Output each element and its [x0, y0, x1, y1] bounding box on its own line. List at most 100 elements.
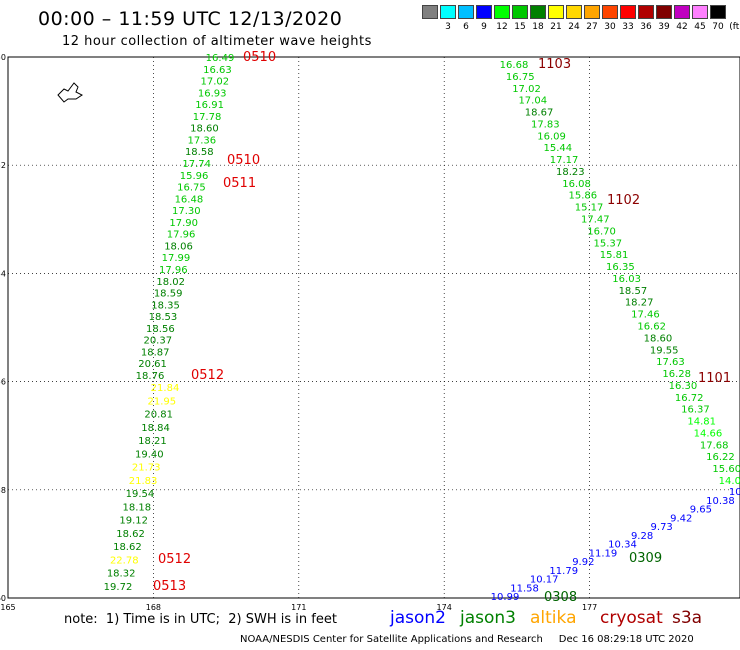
- scale-label: 12: [496, 22, 508, 32]
- swh-value: 16.62: [637, 321, 666, 332]
- swh-value: 15.60: [712, 464, 740, 475]
- swh-value: 16.91: [195, 100, 224, 111]
- swh-value: 18.32: [107, 569, 136, 580]
- swh-value: 17.99: [162, 253, 191, 264]
- scale-swatch-14: [674, 5, 690, 19]
- swh-value: 18.27: [625, 298, 654, 309]
- scale-swatch-7: [548, 5, 564, 19]
- satellite-s3a: s3a: [672, 608, 703, 628]
- swh-value: 18.60: [644, 333, 673, 344]
- scale-swatch-4: [494, 5, 510, 19]
- scale-swatch-15: [692, 5, 708, 19]
- pass-time-label: 1103: [538, 57, 571, 72]
- swh-value: 16.30: [669, 381, 698, 392]
- swh-value: 18.62: [116, 529, 145, 540]
- pass-time-label: 0308: [544, 590, 577, 605]
- swh-value: 9.92: [572, 557, 594, 568]
- swh-value: 19.54: [126, 489, 155, 500]
- pass-time-label: 0512: [158, 552, 191, 567]
- swh-value: 21.84: [151, 383, 180, 394]
- pass-time-label: 1101: [698, 371, 731, 386]
- swh-value: 17.83: [531, 119, 560, 130]
- lat-tick-label: -50: [0, 53, 6, 62]
- satellite-jason3: jason3: [460, 608, 516, 628]
- swh-value: 10.99: [491, 592, 520, 603]
- swh-value: 18.87: [141, 347, 170, 358]
- swh-value: 11.79: [549, 566, 578, 577]
- swh-value: 20.37: [143, 336, 172, 347]
- lon-tick-label: 174: [437, 603, 452, 612]
- swh-value: 16.93: [198, 88, 227, 99]
- swh-value: 22.78: [110, 555, 139, 566]
- swh-value: 17.90: [169, 218, 198, 229]
- scale-label: 27: [586, 22, 598, 32]
- swh-value: 9.42: [670, 513, 692, 524]
- map-subtitle: 12 hour collection of altimeter wave hei…: [62, 34, 372, 49]
- swh-value: 15.37: [594, 238, 623, 249]
- pass-time-label: 0512: [191, 368, 224, 383]
- swh-value: 16.22: [706, 452, 735, 463]
- lon-tick-label: 165: [0, 603, 15, 612]
- swh-value: 16.48: [175, 194, 204, 205]
- swh-value: 18.56: [146, 324, 175, 335]
- swh-value: 17.02: [512, 84, 541, 95]
- map-frame: [7, 56, 740, 599]
- swh-value: 17.17: [550, 155, 579, 166]
- scale-label: 36: [640, 22, 652, 32]
- swh-value: 20.81: [144, 410, 173, 421]
- swh-value: 10.17: [530, 575, 559, 586]
- scale-label: 6: [463, 22, 469, 32]
- swh-value: 17.46: [631, 310, 660, 321]
- swh-value: 17.04: [518, 96, 547, 107]
- units-note: note: 1) Time is in UTC; 2) SWH is in fe…: [64, 612, 337, 627]
- swh-value: 17.36: [188, 135, 217, 146]
- swh-value: 16.03: [612, 274, 641, 285]
- scale-swatch-12: [638, 5, 654, 19]
- swh-value: 17.30: [172, 206, 201, 217]
- swh-value: 19.72: [104, 582, 133, 593]
- swh-value: 16.68: [500, 60, 529, 71]
- swh-value: 21.83: [129, 476, 158, 487]
- swh-value: 17.63: [656, 357, 685, 368]
- scale-swatch-3: [476, 5, 492, 19]
- swh-value: 17.47: [581, 215, 610, 226]
- swh-value: 9.28: [631, 531, 653, 542]
- swh-value: 15.86: [569, 191, 598, 202]
- swh-value: 14.81: [687, 417, 716, 428]
- satellite-jason2: jason2: [390, 608, 446, 628]
- swh-value: 18.18: [122, 502, 151, 513]
- swh-value: 16.72: [675, 393, 704, 404]
- scale-label: 9: [481, 22, 487, 32]
- pass-time-label: 0513: [153, 579, 186, 594]
- pass-time-label: 1102: [607, 193, 640, 208]
- swh-value: 10.34: [608, 540, 637, 551]
- scale-swatch-2: [458, 5, 474, 19]
- swh-value: 18.23: [556, 167, 585, 178]
- scale-label: 33: [622, 22, 634, 32]
- scale-swatch-10: [602, 5, 618, 19]
- swh-value: 19.12: [119, 516, 148, 527]
- swh-value: 9.65: [690, 505, 712, 516]
- swh-value: 21.73: [132, 463, 161, 474]
- swh-value: 18.76: [136, 371, 165, 382]
- scale-swatch-0: [422, 5, 438, 19]
- lat-tick-label: -56: [0, 378, 6, 387]
- map-title: 00:00 – 11:59 UTC 12/13/2020: [38, 8, 343, 30]
- pass-time-label: 0511: [223, 176, 256, 191]
- swh-value: 18.67: [525, 108, 554, 119]
- lon-tick-label: 171: [291, 603, 306, 612]
- swh-value: 16.35: [606, 262, 635, 273]
- pass-time-label: 0309: [629, 551, 662, 566]
- lat-tick-label: -52: [0, 161, 6, 170]
- swh-value: 16.08: [562, 179, 591, 190]
- swh-value: 16.49: [206, 53, 235, 64]
- lat-tick-label: -54: [0, 269, 6, 278]
- lon-tick-label: 168: [146, 603, 161, 612]
- swh-value: 18.35: [151, 300, 180, 311]
- swh-value: 19.55: [650, 345, 679, 356]
- swh-value: 17.96: [167, 230, 196, 241]
- swh-value: 16.75: [506, 72, 535, 83]
- swh-value: 19.40: [135, 449, 164, 460]
